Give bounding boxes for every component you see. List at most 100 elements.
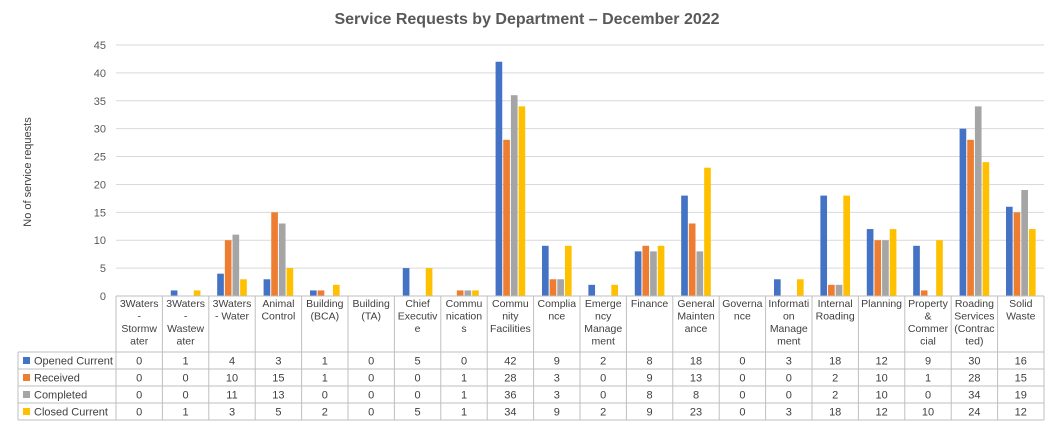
bar: [681, 195, 688, 296]
x-category-label: &: [924, 311, 931, 323]
x-category-label: ment: [777, 336, 800, 348]
table-cell: 1: [183, 356, 189, 368]
x-category-label: Complia: [538, 298, 577, 310]
x-category-label: Roading: [816, 311, 855, 323]
legend-swatch: [23, 374, 30, 381]
x-category-label: nce: [548, 311, 565, 323]
table-cell: 10: [875, 390, 887, 402]
bar: [688, 223, 696, 296]
bar: [425, 268, 433, 296]
x-category-label: ater: [177, 336, 196, 348]
table-cell: 1: [183, 407, 189, 419]
y-tick-label: 0: [100, 291, 106, 303]
legend-label: Received: [34, 373, 80, 385]
x-category-label: ance: [685, 323, 708, 335]
x-category-label: Facilities: [490, 323, 531, 335]
y-tick-label: 15: [94, 207, 106, 219]
table-cell: 15: [272, 373, 284, 385]
table-cell: 9: [554, 356, 560, 368]
y-tick-label: 10: [94, 235, 106, 247]
x-category-label: s: [461, 323, 466, 335]
x-category-label: (Contrac: [954, 323, 994, 335]
table-cell: 9: [554, 407, 560, 419]
table-cell: 0: [136, 407, 142, 419]
table-cell: 15: [1015, 373, 1027, 385]
x-category-label: Commu: [492, 298, 529, 310]
table-cell: 23: [690, 407, 702, 419]
x-category-label: 3Waters: [213, 298, 252, 310]
bar: [634, 251, 642, 296]
table-cell: 0: [600, 373, 606, 385]
bars: [170, 61, 1036, 296]
bar: [240, 279, 247, 296]
data-table: 3Waters-Stormwater3Waters-Wastewater3Wat…: [17, 295, 1045, 421]
table-cell: 5: [275, 407, 281, 419]
table-cell: 8: [647, 356, 653, 368]
table-cell: 2: [832, 373, 838, 385]
table-cell: 18: [829, 356, 841, 368]
x-category-label: cial: [920, 336, 936, 348]
bar: [882, 240, 889, 296]
table-cell: 2: [600, 356, 606, 368]
x-category-label: 3Waters: [120, 298, 159, 310]
y-tick-label: 5: [100, 263, 106, 275]
x-category-label: Chief: [405, 298, 430, 310]
table-cell: 5: [415, 356, 421, 368]
bar: [974, 106, 982, 296]
table-cell: 0: [136, 356, 142, 368]
x-category-label: Control: [261, 311, 295, 323]
x-category-label: Mainten: [677, 311, 715, 323]
bar: [936, 240, 943, 296]
bar: [1013, 212, 1021, 296]
table-cell: 0: [136, 390, 142, 402]
x-category-label: nication: [446, 311, 482, 323]
bar: [541, 245, 549, 296]
x-category-label: -: [137, 311, 141, 323]
x-category-label: Executiv: [398, 311, 438, 323]
x-category-label: Planning: [861, 298, 902, 310]
y-tick-label: 30: [94, 124, 106, 136]
y-axis-label: No of service requests: [22, 117, 34, 227]
bar: [286, 268, 294, 296]
bar: [278, 223, 286, 296]
x-category-label: -: [184, 311, 188, 323]
x-category-label: Stormw: [121, 323, 157, 335]
y-tick-label: 35: [94, 96, 106, 108]
x-category-label: nce: [734, 311, 751, 323]
bar: [820, 195, 828, 296]
table-cell: 24: [968, 407, 980, 419]
table-cell: 3: [786, 356, 792, 368]
table-cell: 0: [925, 390, 931, 402]
table-cell: 0: [368, 356, 374, 368]
bar: [332, 284, 340, 296]
bar: [309, 290, 317, 296]
y-tick-label: 25: [94, 152, 106, 164]
table-cell: 1: [461, 390, 467, 402]
bar: [650, 251, 657, 296]
bar: [510, 95, 518, 296]
bar: [1021, 190, 1028, 296]
bar: [920, 290, 928, 296]
x-category-label: Internal: [818, 298, 853, 310]
table-cell: 9: [647, 373, 653, 385]
table-cell: 30: [968, 356, 980, 368]
legend-swatch: [23, 391, 30, 398]
table-cell: 9: [647, 407, 653, 419]
bar: [557, 279, 564, 296]
x-category-label: Commu: [446, 298, 483, 310]
table-cell: 1: [925, 373, 931, 385]
bar: [271, 212, 278, 296]
x-category-label: Waste: [1006, 311, 1036, 323]
x-category-label: Informati: [768, 298, 809, 310]
bar: [564, 245, 572, 296]
bar: [796, 279, 804, 296]
table-cell: 0: [461, 356, 467, 368]
table-cell: 11: [226, 390, 237, 402]
legend-swatch: [23, 408, 30, 415]
bar: [967, 139, 974, 296]
x-category-label: Roading: [955, 298, 994, 310]
table-cell: 0: [136, 373, 142, 385]
bar: [263, 279, 271, 296]
x-category-label: (BCA): [311, 311, 340, 323]
x-category-label: Emerge: [585, 298, 622, 310]
